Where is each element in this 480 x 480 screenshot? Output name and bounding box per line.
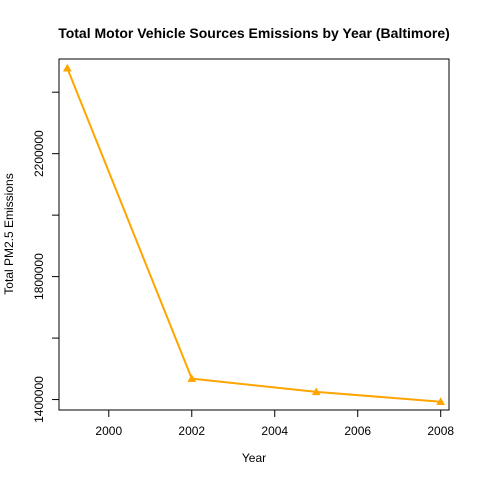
y-tick-label-1800000: 1800000 bbox=[32, 253, 46, 300]
chart-title: Total Motor Vehicle Sources Emissions by… bbox=[58, 25, 450, 41]
data-point-2005 bbox=[311, 387, 321, 396]
data-point-2002 bbox=[187, 374, 197, 382]
x-axis: 2000 2002 2004 2006 2008 bbox=[95, 410, 454, 438]
x-tick-label-2002: 2002 bbox=[178, 424, 205, 438]
plot-frame bbox=[58, 58, 450, 411]
y-tick-label-2200000: 2200000 bbox=[32, 130, 46, 177]
series-line-0 bbox=[66, 67, 441, 403]
x-tick-label-2000: 2000 bbox=[95, 424, 122, 438]
x-axis-label: Year bbox=[242, 451, 266, 465]
x-tick-label-2008: 2008 bbox=[427, 424, 454, 438]
data-point-1999 bbox=[62, 63, 72, 72]
y-axis: 1400000 1800000 2200000 bbox=[32, 91, 59, 423]
y-tick-label-1400000: 1400000 bbox=[32, 376, 46, 423]
x-tick-label-2004: 2004 bbox=[261, 424, 288, 438]
series-layer bbox=[62, 63, 446, 405]
data-point-2008 bbox=[436, 397, 446, 405]
y-axis-label: Total PM2.5 Emissions bbox=[2, 173, 16, 294]
x-tick-label-2006: 2006 bbox=[344, 424, 371, 438]
